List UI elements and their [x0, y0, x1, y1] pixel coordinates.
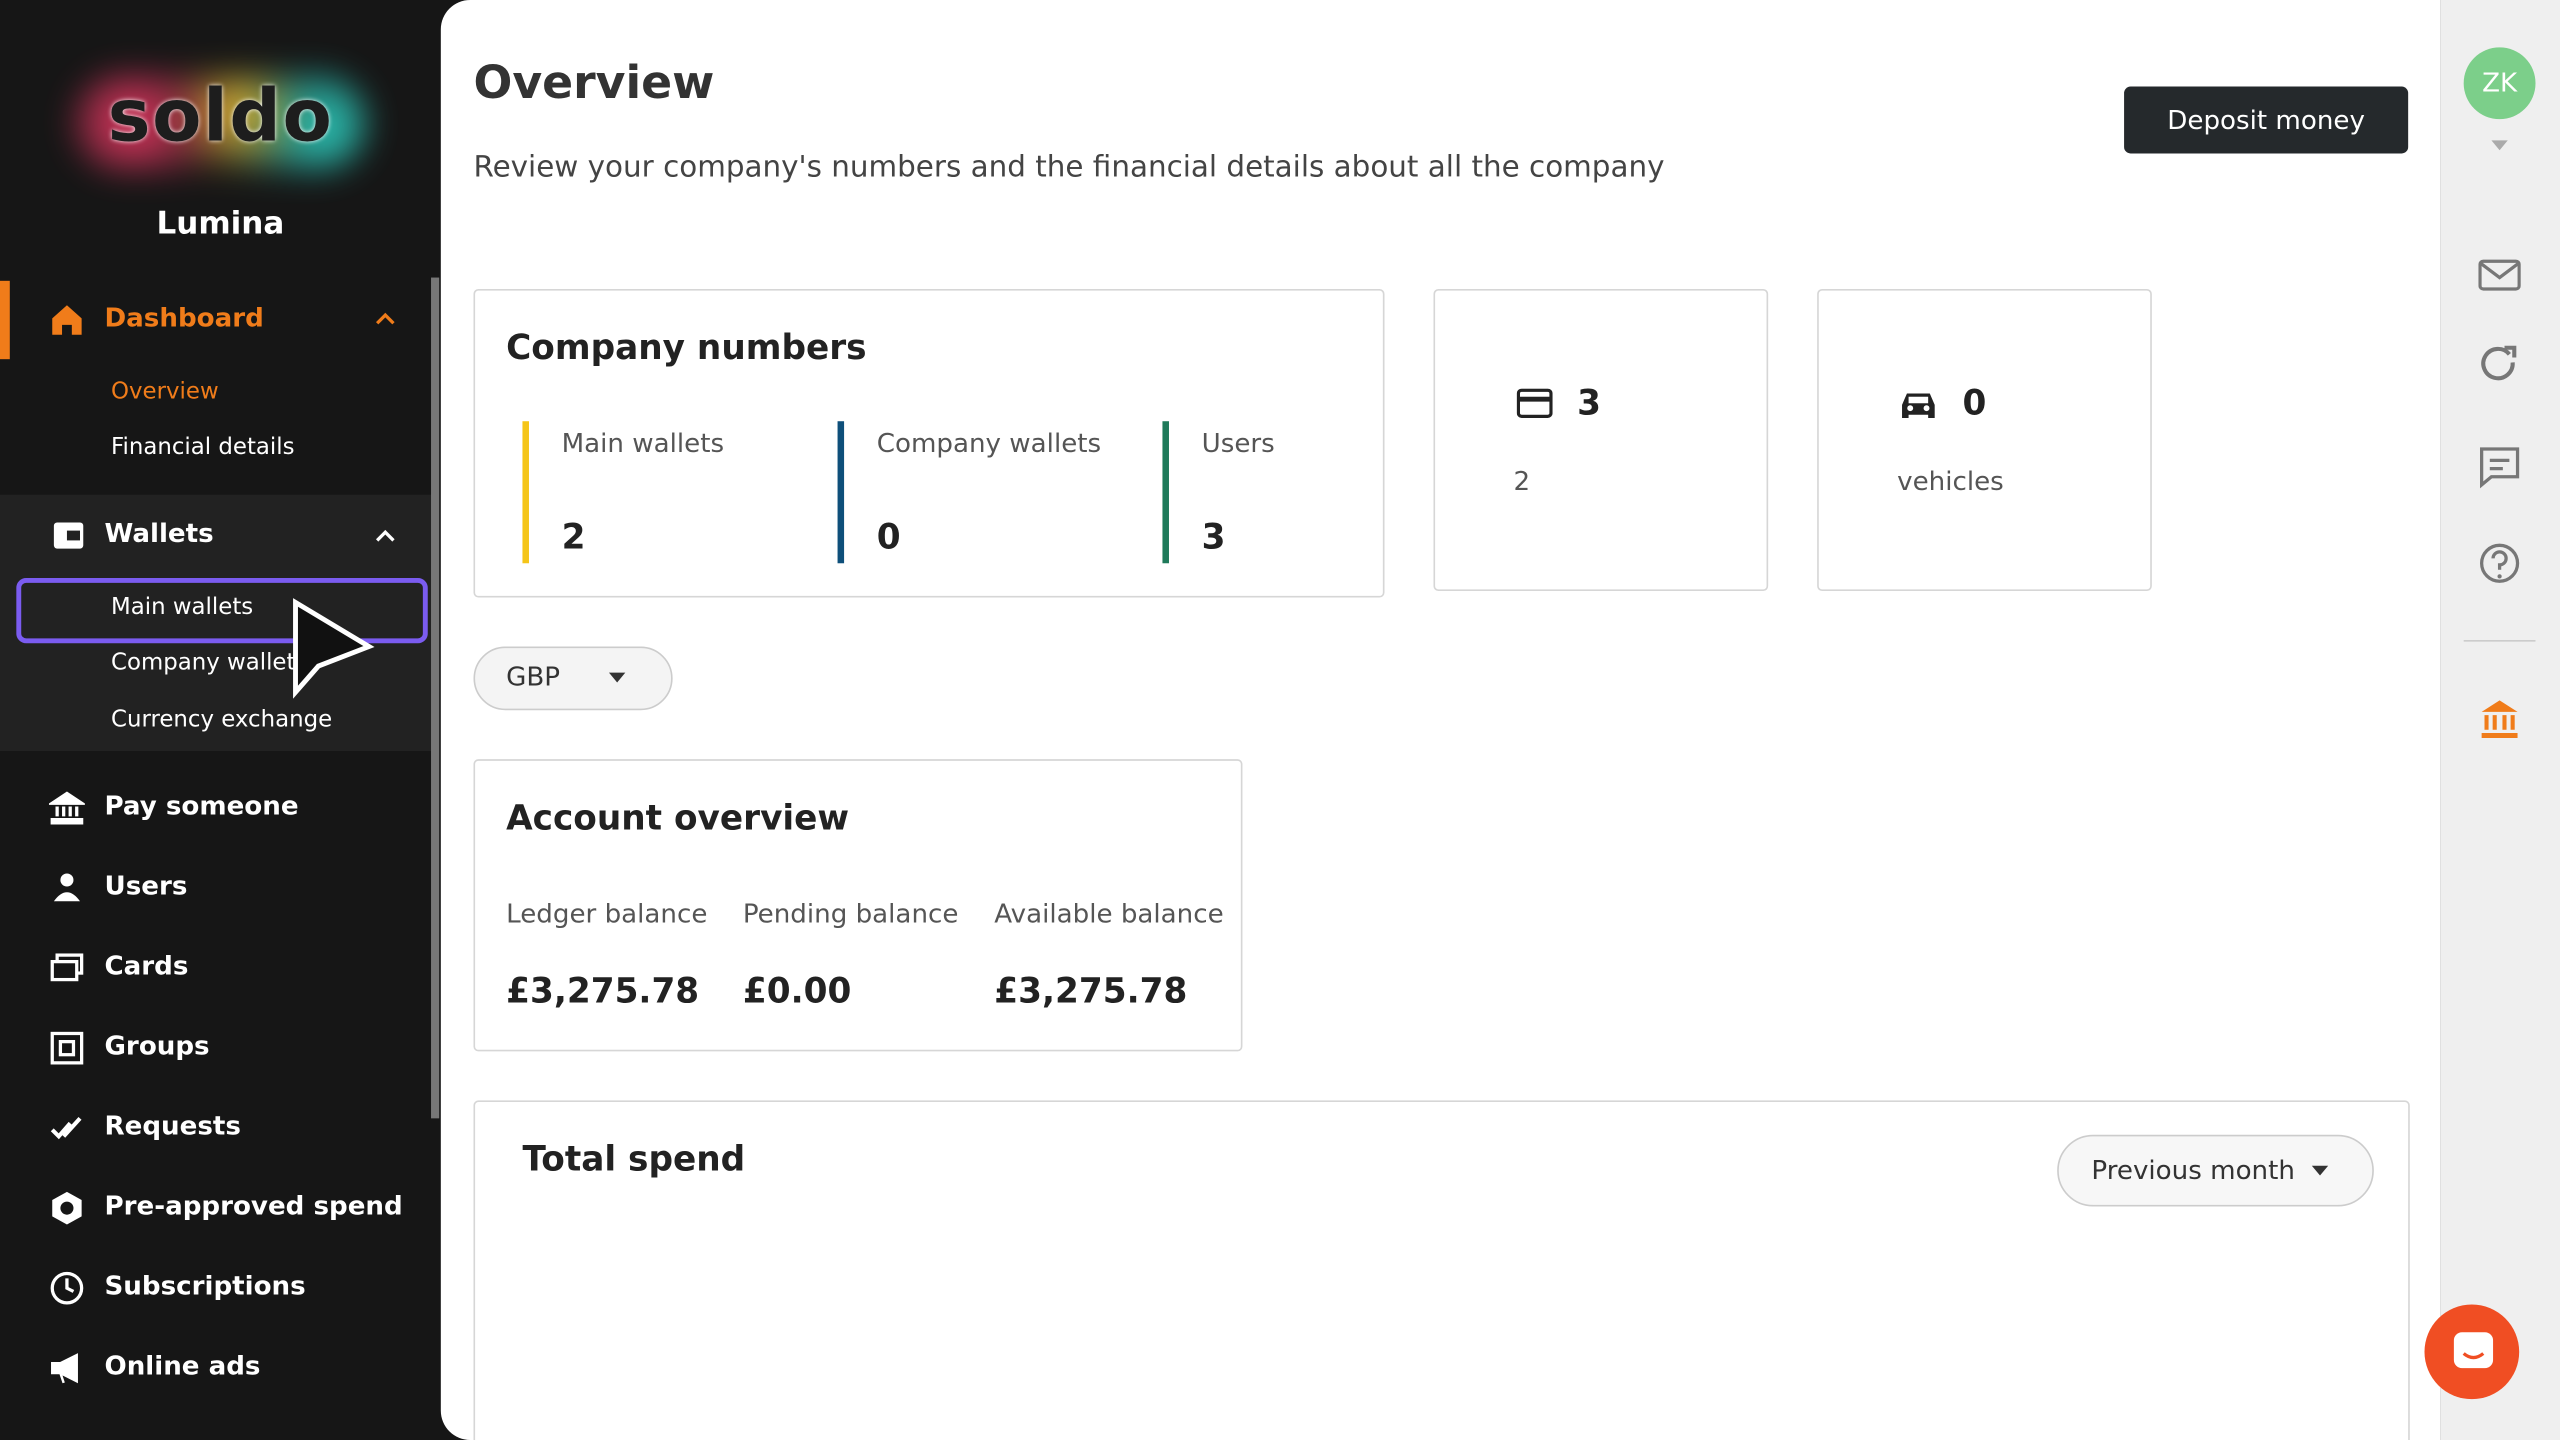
rail-icons[interactable]	[2478, 255, 2521, 598]
nav-icon	[52, 1191, 82, 1225]
nav-icon	[50, 1116, 82, 1140]
company-numbers-card	[473, 288, 1385, 598]
nav-subitem[interactable]: Company wallets	[111, 649, 308, 676]
nav-item[interactable]: Wallets	[104, 517, 214, 549]
nav-item[interactable]: Dashboard	[104, 302, 264, 334]
stat-value: 0	[1962, 383, 1987, 423]
organization: Lumina	[156, 205, 285, 242]
metric-value: 2	[561, 517, 586, 557]
nav-item[interactable]: Cards	[104, 950, 189, 982]
stat-label: 2	[1513, 465, 1531, 497]
card-title: Company numbers	[506, 328, 867, 368]
card-title: Account overview	[506, 798, 850, 838]
stat-card	[1817, 288, 2152, 592]
accent-bar	[522, 421, 529, 564]
chat-icon[interactable]	[2451, 1329, 2497, 1375]
balance-value: £3,275.78	[994, 971, 1188, 1011]
account-overview-card	[473, 759, 1243, 1052]
stat-label: vehicles	[1897, 465, 2004, 497]
dropdown-arrow[interactable]	[607, 671, 627, 684]
nav-item[interactable]: Pre-approved spend	[104, 1190, 403, 1222]
logo-glow	[73, 73, 368, 172]
nav-item[interactable]: Groups	[104, 1030, 210, 1062]
accent-bar	[837, 421, 845, 564]
balance-label: Pending balance	[742, 897, 959, 929]
divider	[2463, 640, 2536, 642]
chevron[interactable]	[374, 527, 397, 543]
active-indicator	[0, 280, 10, 360]
nav-item[interactable]: Users	[104, 870, 188, 902]
page-subtitle: Review your company's numbers and the fi…	[473, 150, 1665, 185]
nav-subitem[interactable]: Main wallets	[111, 594, 254, 621]
period-value[interactable]: Previous month	[2091, 1154, 2295, 1186]
accent-bar	[1162, 421, 1169, 564]
metric-value: 3	[1201, 517, 1226, 557]
bank-icon[interactable]	[2478, 697, 2520, 739]
focus-outline	[16, 577, 428, 644]
nav-icon	[51, 1353, 78, 1384]
nav-item[interactable]: Online ads	[104, 1350, 261, 1382]
nav-item[interactable]: Pay someone	[104, 790, 299, 822]
nav-item[interactable]: Subscriptions	[104, 1270, 306, 1302]
nav-icon	[48, 791, 85, 825]
nav-item[interactable]: Requests	[104, 1110, 241, 1142]
nav-subitem[interactable]: Overview	[111, 378, 219, 405]
metric-value: 0	[876, 517, 901, 557]
balance-value: £0.00	[742, 971, 852, 1011]
logo: soldo	[107, 75, 334, 159]
nav-subitem[interactable]: Currency exchange	[111, 706, 333, 734]
dropdown-arrow[interactable]	[2490, 139, 2510, 152]
chevron[interactable]	[374, 310, 397, 326]
page-title: Overview	[473, 55, 715, 110]
stat-card	[1433, 288, 1769, 592]
metric-label: Users	[1201, 427, 1275, 459]
mouse-cursor	[293, 598, 375, 699]
stat-value: 3	[1577, 383, 1602, 423]
nav-subitem[interactable]: Financial details	[111, 434, 295, 461]
balance-label: Ledger balance	[506, 897, 708, 929]
nav-icon	[50, 1271, 84, 1305]
balance-value: £3,275.78	[506, 971, 700, 1011]
dropdown-arrow[interactable]	[2310, 1164, 2330, 1177]
wallet-icon	[53, 522, 84, 549]
nav-icon	[53, 873, 80, 902]
currency-value[interactable]: GBP	[506, 661, 561, 693]
card-title: Total spend	[522, 1139, 746, 1179]
car-icon	[1902, 393, 1935, 418]
metric-label: Main wallets	[561, 427, 725, 459]
right-rail	[2440, 0, 2560, 1440]
home-icon	[52, 305, 82, 335]
nav-icon	[50, 953, 84, 982]
balance-label: Available balance	[994, 897, 1224, 929]
scrollbar	[431, 277, 440, 1119]
currency-select[interactable]	[473, 646, 673, 711]
metric-label: Company wallets	[876, 427, 1102, 459]
avatar[interactable]: ZK	[2463, 47, 2536, 120]
deposit-button[interactable]: Deposit money	[2124, 86, 2409, 154]
nav-icon	[50, 1031, 84, 1065]
card-icon	[1516, 388, 1553, 418]
